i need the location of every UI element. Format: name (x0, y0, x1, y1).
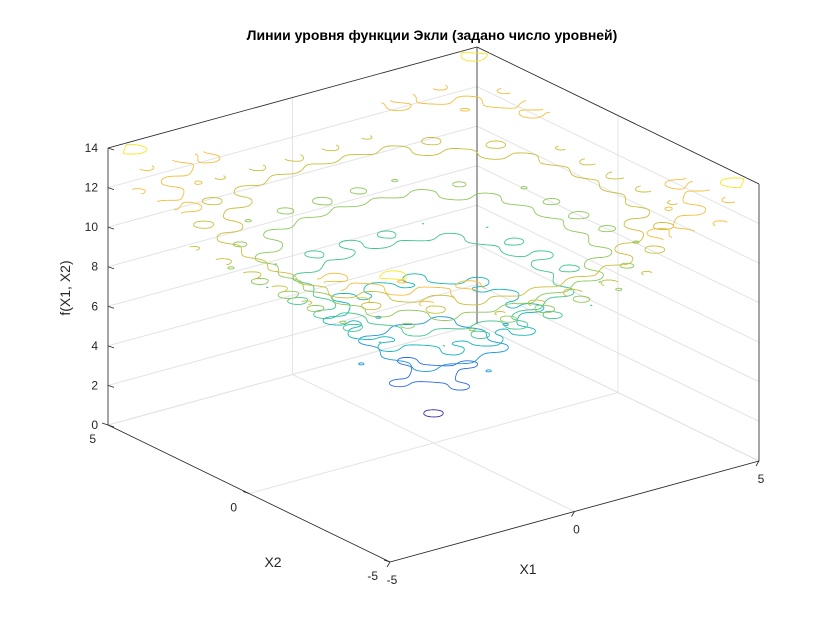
z-tick (107, 147, 115, 151)
x-tick (386, 561, 391, 568)
z-tick-label: 8 (91, 260, 98, 274)
axes-box (101, 46, 760, 568)
grid-line (248, 392, 619, 494)
contour-level-6.5 (322, 273, 545, 356)
z-tick (107, 226, 115, 230)
z-tick-label: 6 (91, 299, 98, 313)
z-tick-label: 12 (85, 181, 99, 195)
x-axis-label: X1 (519, 561, 536, 577)
grid-line (107, 125, 478, 228)
z-tick-label: 10 (85, 220, 99, 234)
x-tick (755, 460, 760, 467)
z-tick (107, 305, 115, 309)
y-tick-label: -5 (367, 569, 378, 583)
contour-level-12.5 (131, 84, 735, 307)
z-tick (107, 385, 115, 388)
grid-line (107, 86, 478, 189)
contour-level-1.5 (423, 409, 444, 418)
grid-line (476, 323, 760, 462)
axes-edge (107, 46, 478, 149)
z-tick-label: 0 (91, 418, 98, 432)
grid-line (476, 283, 760, 422)
x-tick-label: 5 (758, 472, 765, 486)
y-tick-label: 5 (89, 432, 96, 446)
contour-level-8 (265, 222, 602, 347)
y-axis-label: X2 (264, 554, 281, 570)
contour-level-11 (189, 135, 678, 316)
grid-line (476, 204, 760, 343)
grid-line (476, 86, 760, 225)
z-tick-label: 2 (91, 378, 98, 392)
z-tick-label: 4 (91, 339, 98, 353)
z-tick (107, 187, 115, 190)
grid-line (476, 244, 760, 383)
grid-line (107, 283, 478, 386)
grid-line (476, 125, 760, 264)
z-tick (107, 266, 115, 270)
x-tick-label: -5 (387, 573, 398, 587)
y-tick (101, 422, 109, 426)
y-tick (242, 491, 250, 494)
z-tick-label: 14 (85, 141, 99, 155)
axes-edge (476, 46, 760, 185)
contour-lines (120, 51, 747, 418)
grid-lines (107, 46, 760, 563)
z-axis-label: f(X1, X2) (57, 260, 73, 315)
contour-level-9.5 (227, 179, 640, 332)
grid-line (107, 204, 478, 307)
y-tick (383, 559, 391, 563)
x-tick (571, 511, 575, 517)
contour-level-3.5 (388, 356, 479, 391)
x-tick-label: 0 (573, 523, 580, 537)
y-tick-label: 0 (230, 501, 237, 515)
grid-line (107, 244, 478, 347)
chart-title: Линии уровня функции Экли (задано число … (247, 27, 618, 43)
grid-line (107, 323, 478, 426)
contour-level-14 (120, 51, 747, 281)
z-tick (107, 424, 115, 428)
grid-line (107, 165, 478, 268)
z-tick (107, 345, 115, 349)
